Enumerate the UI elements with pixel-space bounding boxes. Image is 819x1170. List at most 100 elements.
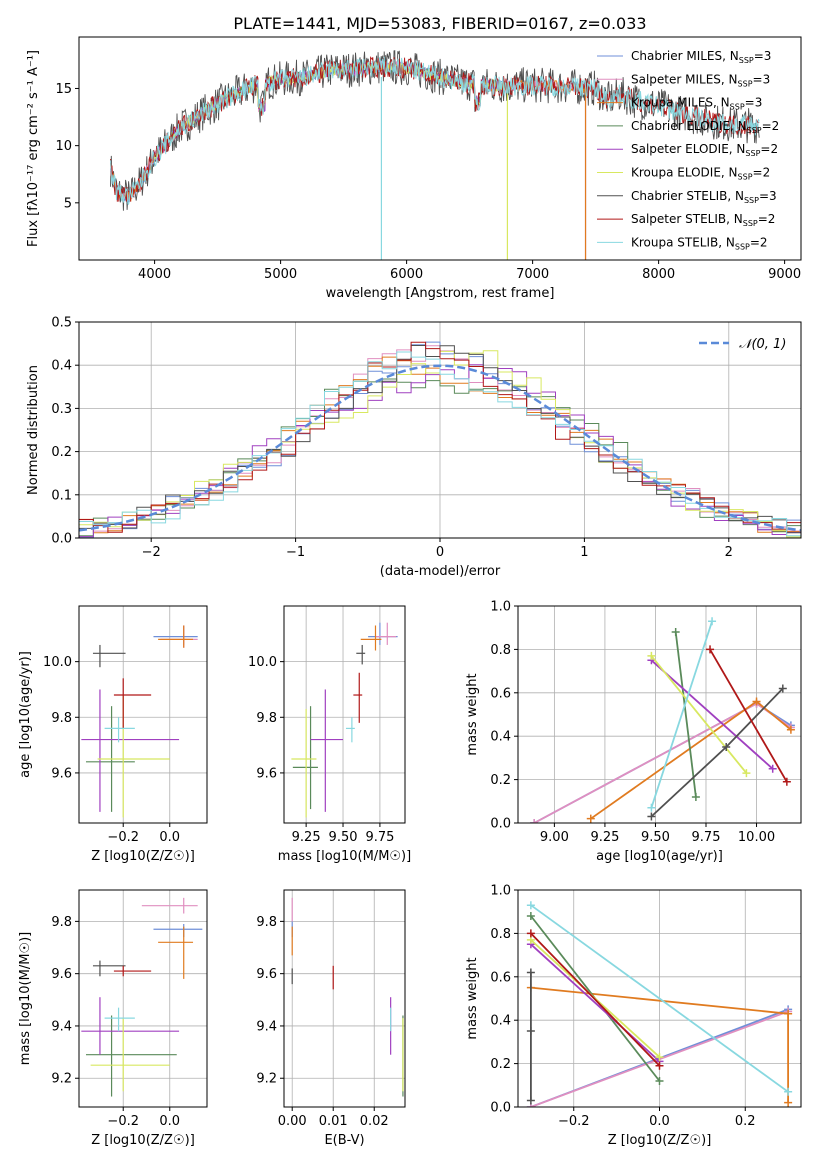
- panel-mass-vs-ebv: 0.00 0.01 0.02 9.2 9.4 9.6 9.8 E(B-V): [256, 889, 406, 1148]
- y-tick-label: 10.0: [43, 655, 72, 670]
- y-tick-label: 9.2: [51, 1072, 72, 1087]
- y-tick-label: 0.4: [490, 1014, 511, 1029]
- plot-area: [291, 897, 404, 1097]
- axes-frame: [78, 605, 208, 824]
- y-axis-label: age [log10(age/yr)]: [18, 651, 33, 778]
- y-tick-label: 0.8: [490, 927, 511, 942]
- y-tick-label: 0.0: [490, 1101, 511, 1116]
- figure-title: PLATE=1441, MJD=53083, FIBERID=0167, z=0…: [233, 14, 646, 33]
- x-tick-label: −0.2: [107, 1114, 139, 1129]
- weight-line-salpeter-elodie: [530, 943, 661, 1063]
- x-axis-label: wavelength [Angstrom, rest frame]: [326, 286, 555, 301]
- legend-label: Salpeter STELIB, NSSP=2: [631, 212, 775, 228]
- x-tick-label: 7000: [516, 267, 549, 282]
- plot-area: [81, 625, 198, 818]
- plot-area: [81, 897, 203, 1097]
- x-tick-label: 9.75: [365, 830, 394, 845]
- y-tick-label: 9.8: [51, 711, 72, 726]
- axes-frame: [78, 36, 802, 261]
- weight-point: [655, 1053, 664, 1062]
- y-tick-label: 9.6: [51, 766, 72, 781]
- x-tick-label: −0.2: [558, 1114, 590, 1129]
- normal-curve-line: [79, 364, 801, 532]
- y-tick-label: 0.8: [490, 643, 511, 658]
- weight-point: [691, 792, 700, 801]
- weight-line-kroupa-stelib: [530, 904, 789, 1093]
- weight-point: [655, 1076, 664, 1085]
- weight-line-kroupa-stelib: [650, 620, 713, 809]
- weight-line-salpeter-stelib: [709, 648, 788, 783]
- panel-mass-vs-Z: −0.2 0.0 9.2 9.4 9.6 9.8 Z [log10(Z/Z☉)] mass […: [18, 889, 208, 1148]
- axes-frame: [283, 889, 406, 1108]
- panel-weight-vs-Z: −0.2 0.0 0.2 0.0 0.2 0.4 0.6 0.8 1.0 Z [log10(Z/Z…: [465, 884, 802, 1148]
- x-tick-label: 0.0: [159, 1114, 180, 1129]
- histogram-step-line: [79, 341, 801, 533]
- y-tick-label: 0.2: [51, 445, 72, 460]
- y-tick-label: 15: [55, 82, 72, 97]
- axes-frame: [78, 889, 208, 1108]
- weight-line-salpeter-elodie: [650, 659, 774, 770]
- x-tick-label: −0.2: [107, 830, 139, 845]
- x-axis-label: E(B-V): [324, 1133, 364, 1148]
- x-tick-label: 8000: [642, 267, 675, 282]
- weight-point: [786, 725, 795, 734]
- x-tick-label: −1: [286, 545, 305, 560]
- weight-point: [722, 743, 731, 752]
- weight-point: [526, 929, 535, 938]
- axes-frame: [283, 605, 406, 824]
- legend-label: Chabrier ELODIE, NSSP=2: [631, 119, 779, 135]
- weight-point: [655, 1061, 664, 1070]
- x-tick-label: 4000: [138, 267, 171, 282]
- legend-label: 𝒩(0, 1): [739, 337, 786, 352]
- x-axis-label: Z [log10(Z/Z☉)]: [91, 849, 195, 864]
- x-tick-label: 9.50: [329, 830, 358, 845]
- x-tick-label: 9.25: [590, 830, 619, 845]
- weight-line-chabrier-stelib: [650, 687, 784, 818]
- x-tick-label: 9000: [768, 267, 801, 282]
- x-tick-label: 0.2: [735, 1114, 756, 1129]
- x-axis-label: age [log10(age/yr)]: [596, 849, 723, 864]
- weight-point: [706, 645, 715, 654]
- y-tick-label: 5: [64, 196, 72, 211]
- plot-area: [530, 617, 795, 823]
- y-tick-label: 0.5: [51, 316, 72, 331]
- y-tick-label: 0.0: [490, 817, 511, 832]
- weight-line-chabrier-elodie: [674, 631, 697, 798]
- x-tick-label: 9.00: [540, 830, 569, 845]
- panels: 4000 5000 6000 7000 8000 900051015wavelength …: [18, 36, 802, 1148]
- y-tick-label: 0.3: [51, 402, 72, 417]
- y-axis-label: Flux [fλ10⁻¹⁷ erg cm⁻² s⁻¹ A⁻¹]: [26, 50, 41, 247]
- legend-label: Kroupa MILES, NSSP=3: [631, 96, 762, 112]
- legend-label: Salpeter MILES, NSSP=3: [631, 72, 770, 88]
- weight-point: [647, 812, 656, 821]
- y-tick-label: 9.6: [256, 766, 277, 781]
- spectrum-series-line: [110, 50, 760, 211]
- x-tick-label: 0.00: [278, 1114, 307, 1129]
- x-axis-label: Z [log10(Z/Z☉)]: [608, 1133, 712, 1148]
- plot-area: [110, 50, 760, 260]
- weight-point: [784, 1009, 793, 1018]
- x-tick-label: 9.75: [692, 830, 721, 845]
- weight-point: [526, 968, 535, 977]
- legend-label: Chabrier STELIB, NSSP=3: [631, 189, 777, 205]
- x-tick-label: 0: [436, 545, 444, 560]
- y-tick-label: 9.4: [51, 1019, 72, 1034]
- plot-area: [79, 341, 801, 538]
- panel-weight-vs-age: 9.00 9.25 9.50 9.75 10.00 0.0 0.2 0.4 0.6 0.8 1.0 a…: [465, 600, 802, 864]
- weight-line-kroupa-elodie: [650, 655, 748, 774]
- weight-point: [586, 814, 595, 823]
- y-tick-label: 9.8: [256, 711, 277, 726]
- x-tick-label: 2: [725, 545, 733, 560]
- weight-point: [778, 684, 787, 693]
- weight-point: [647, 651, 656, 660]
- axes-frame: [517, 605, 802, 824]
- panel-residuals: −2 −1 0 1 2 0.0 0.1 0.2 0.3 0.4 0.5 (data-model)/er…: [26, 316, 802, 579]
- panel-age-vs-mass: 9.25 9.50 9.75 9.6 9.8 10.0 mass [log10(M/M☉)]: [248, 605, 411, 864]
- y-tick-label: 10.0: [248, 655, 277, 670]
- x-tick-label: 10.00: [738, 830, 775, 845]
- y-tick-label: 0.6: [490, 970, 511, 985]
- weight-line-salpeter-stelib: [530, 932, 661, 1067]
- panel-age-vs-Z: −0.2 0.0 9.6 9.8 10.0 Z [log10(Z/Z☉)] age [log…: [18, 605, 208, 864]
- y-axis-label: mass weight: [465, 957, 480, 1039]
